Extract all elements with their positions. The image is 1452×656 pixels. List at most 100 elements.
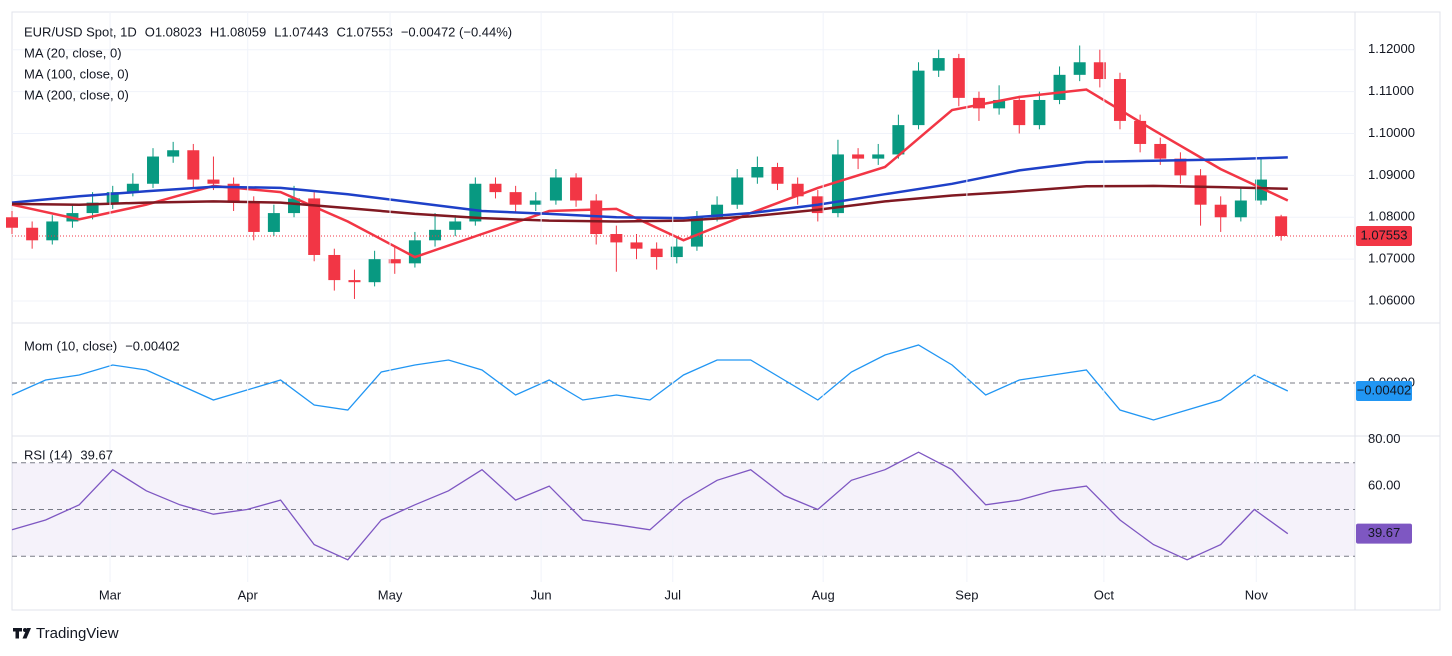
symbol-title: EUR/USD Spot, 1D bbox=[24, 24, 137, 39]
candle-body bbox=[106, 192, 119, 203]
candle-body bbox=[126, 183, 139, 193]
series-line bbox=[11, 156, 1288, 220]
candle-body bbox=[993, 99, 1006, 109]
candle-body bbox=[690, 217, 703, 247]
series-line bbox=[11, 451, 1289, 561]
logo bbox=[13, 628, 31, 639]
candle-body bbox=[1134, 120, 1147, 144]
candle-body bbox=[1154, 143, 1167, 159]
candle-body bbox=[570, 177, 583, 201]
indicator-name: Mom (10, close) bbox=[24, 338, 117, 353]
series-line bbox=[11, 344, 1289, 421]
candle-body bbox=[549, 177, 562, 201]
x-tick-label: Mar bbox=[99, 587, 122, 602]
candle-body bbox=[1093, 62, 1106, 80]
candle-body bbox=[86, 202, 99, 214]
candle-body bbox=[207, 179, 220, 184]
last-value-label: 1.07553 bbox=[1361, 227, 1408, 242]
candle-body bbox=[1275, 216, 1288, 236]
brand: TradingView bbox=[36, 625, 119, 642]
y-tick-label: 1.06000 bbox=[1368, 292, 1415, 307]
y-tick-label: 60.00 bbox=[1368, 478, 1401, 493]
candle-body bbox=[167, 150, 180, 157]
last-value-box bbox=[1356, 381, 1412, 402]
pane: 60.00 80.00 bbox=[11, 12, 1401, 582]
candle-body bbox=[872, 154, 885, 159]
indicator-name: RSI (14) bbox=[24, 447, 72, 462]
candle-body bbox=[1234, 200, 1247, 218]
candle-body bbox=[388, 259, 401, 264]
candle-body bbox=[1214, 204, 1227, 218]
x-tick-label: Sep bbox=[955, 587, 978, 602]
last-value-label: −0.00402 bbox=[1357, 382, 1412, 397]
x-tick-label: Jun bbox=[531, 587, 552, 602]
candle-body bbox=[1073, 62, 1086, 75]
y-tick-label: 1.12000 bbox=[1368, 41, 1415, 56]
candle-body bbox=[288, 198, 301, 214]
x-tick-label: May bbox=[378, 587, 403, 602]
candle-body bbox=[610, 234, 623, 243]
candle-body bbox=[670, 246, 683, 258]
candle-body bbox=[731, 177, 744, 205]
candle-body bbox=[852, 154, 865, 159]
x-tick-label: Apr bbox=[238, 587, 259, 602]
ohlc-label: O1.08023 bbox=[145, 24, 202, 39]
x-tick-label: Aug bbox=[812, 587, 835, 602]
x-tick-label: Jul bbox=[664, 587, 681, 602]
candle-body bbox=[469, 183, 482, 222]
candle-body bbox=[751, 167, 764, 178]
candle-body bbox=[147, 156, 160, 184]
x-tick-label: Nov bbox=[1245, 587, 1269, 602]
candle-body bbox=[308, 198, 321, 255]
candle-body bbox=[1013, 99, 1026, 126]
last-value-box bbox=[1356, 225, 1412, 246]
candle-body bbox=[771, 167, 784, 184]
last-value-box bbox=[1356, 523, 1412, 544]
ohlc-label: L1.07443 bbox=[274, 24, 328, 39]
candle-body bbox=[187, 150, 200, 180]
candle-body bbox=[6, 217, 18, 228]
pane: 1.06000 1.07000 1.08000 1.09000 1.10000 1.110… bbox=[6, 41, 1415, 307]
candle-body bbox=[831, 154, 844, 214]
candle-body bbox=[429, 229, 442, 241]
candle-body bbox=[328, 254, 341, 281]
candle-body bbox=[1174, 158, 1187, 176]
candle-body bbox=[1033, 99, 1046, 126]
ohlc-label: −0.00472 (−0.44%) bbox=[401, 24, 512, 39]
y-tick-label: 1.08000 bbox=[1368, 209, 1415, 224]
candle-body bbox=[650, 248, 663, 258]
candle-body bbox=[267, 213, 280, 232]
candle-body bbox=[892, 125, 905, 155]
y-tick-label: 1.09000 bbox=[1368, 167, 1415, 182]
candle-body bbox=[630, 242, 643, 249]
candle-body bbox=[368, 259, 381, 283]
series-line bbox=[11, 184, 1288, 223]
candle-body bbox=[46, 221, 59, 241]
y-tick-label: 80.00 bbox=[1368, 431, 1401, 446]
candle-body bbox=[348, 280, 361, 283]
candle-body bbox=[408, 240, 421, 264]
y-tick-label: 1.11000 bbox=[1368, 83, 1414, 98]
indicator-value: −0.00402 bbox=[125, 338, 180, 353]
indicator-value: 39.67 bbox=[80, 447, 113, 462]
x-tick-label: Oct bbox=[1094, 587, 1115, 602]
candle-body bbox=[449, 221, 462, 230]
candle-body bbox=[1194, 175, 1207, 205]
candle-body bbox=[1254, 179, 1267, 201]
candle-body bbox=[912, 70, 925, 126]
ohlc-label: H1.08059 bbox=[210, 24, 266, 39]
candle-body bbox=[1113, 79, 1126, 121]
legend-entry: MA (100, close, 0) bbox=[24, 66, 129, 81]
legend-entry: MA (20, close, 0) bbox=[24, 45, 122, 60]
candle-body bbox=[932, 58, 945, 71]
y-tick-label: 1.10000 bbox=[1368, 125, 1415, 140]
last-value-label: 39.67 bbox=[1368, 525, 1401, 540]
legend-entry: MA (200, close, 0) bbox=[24, 87, 129, 102]
candle-body bbox=[1053, 74, 1066, 100]
candle-body bbox=[952, 58, 965, 98]
candle-body bbox=[247, 202, 260, 232]
candle-body bbox=[529, 200, 542, 205]
candle-body bbox=[26, 227, 39, 241]
y-tick-label: 1.07000 bbox=[1368, 251, 1415, 266]
